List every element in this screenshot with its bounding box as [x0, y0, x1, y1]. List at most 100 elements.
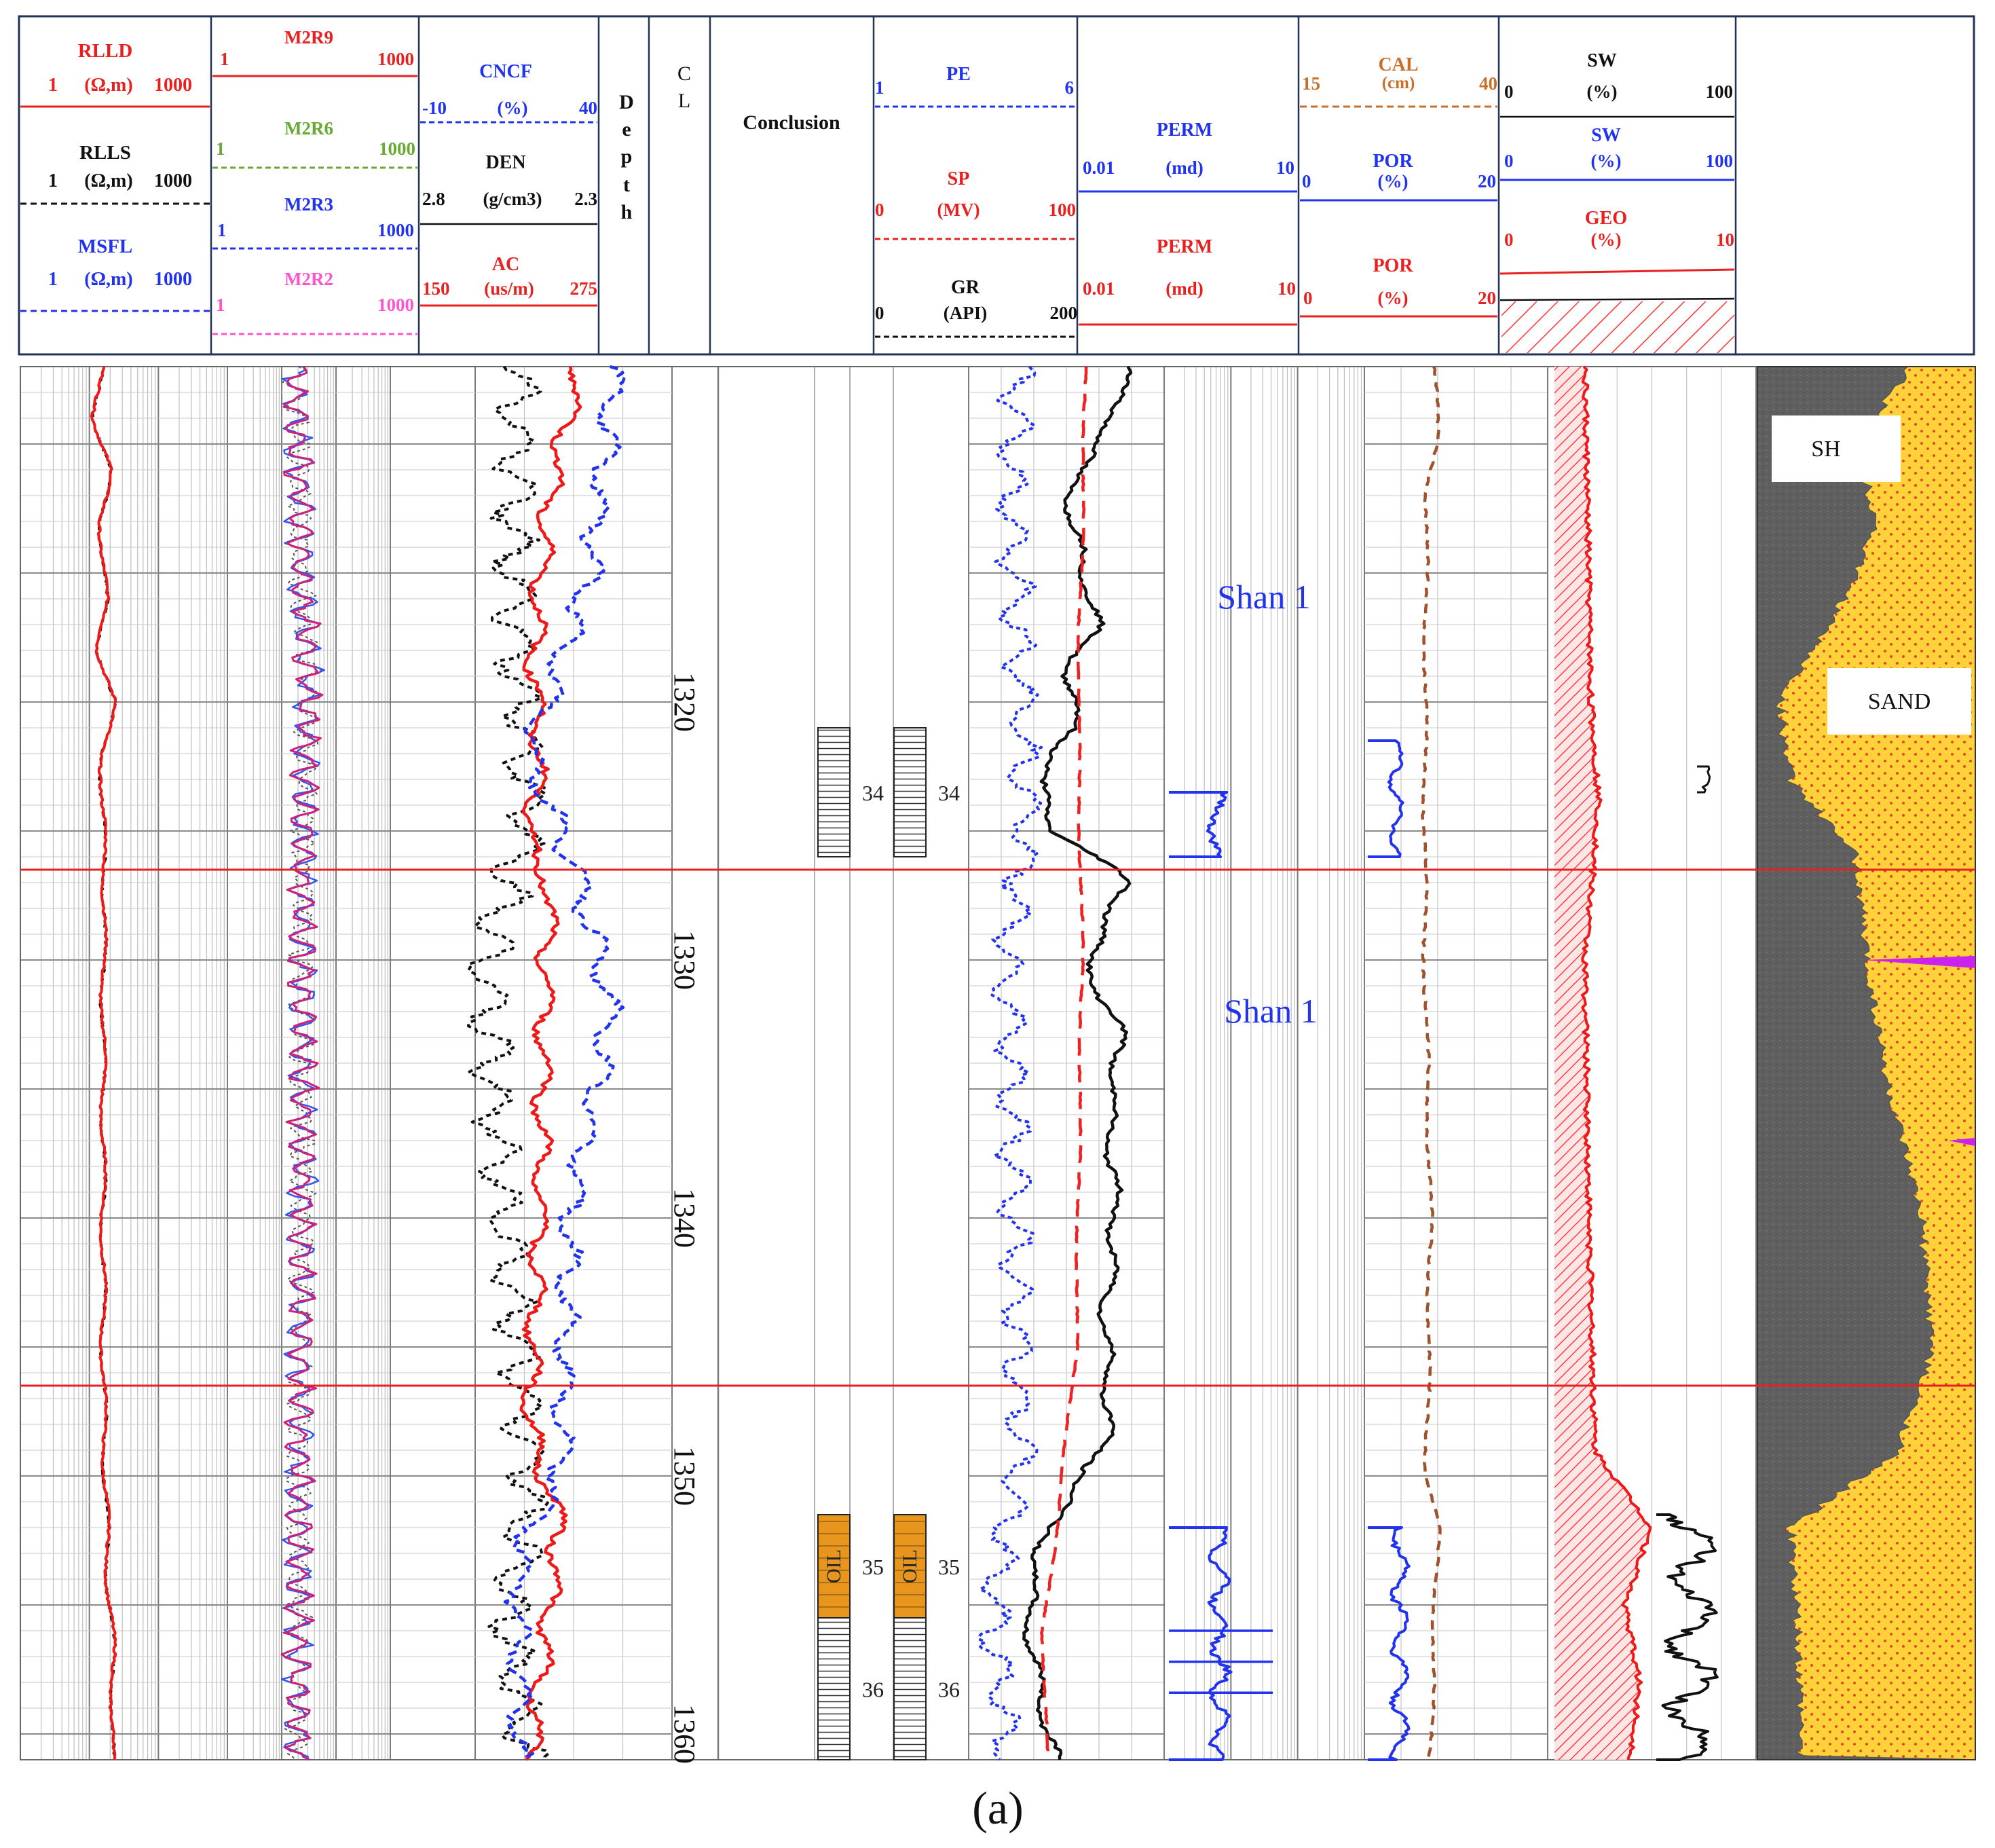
sp-curve	[1040, 366, 1088, 1760]
layer-box	[817, 1514, 851, 1619]
layer-box	[817, 727, 851, 857]
perm1-hi: 10	[1276, 158, 1294, 178]
sp-name: SP	[948, 168, 970, 189]
depth-letter: e	[622, 118, 631, 141]
layer-number: 35	[938, 1555, 960, 1579]
oil-symbol: OIL	[823, 1549, 845, 1583]
den-name: DEN	[485, 152, 525, 173]
oil-symbol: OIL	[899, 1549, 921, 1583]
cal-curve	[1421, 366, 1442, 1760]
track-fills	[1554, 366, 1976, 1760]
geo-hatch-legend	[1502, 301, 1734, 353]
cncf-name: CNCF	[479, 61, 532, 82]
layer-box	[817, 1617, 851, 1760]
header-porosity: CNCF -10 (%) 40 DEN 2.8 (g/cm3) 2.3 AC 1…	[420, 61, 598, 307]
m2r2-lo: 1	[216, 295, 225, 315]
depth-axis: 1320 1330 1340 1350 1360	[668, 672, 701, 1764]
perm2-unit: (md)	[1166, 278, 1204, 299]
perm-curve-35-36	[1169, 1526, 1233, 1761]
layer-number: 34	[862, 781, 884, 805]
perm1-unit: (md)	[1166, 158, 1204, 178]
por1-lo: 0	[1302, 171, 1311, 191]
por2-lo: 0	[1303, 288, 1313, 308]
m2r9-lo: 1	[220, 49, 229, 69]
gr-hi: 200	[1050, 303, 1078, 323]
sw2-unit: (%)	[1591, 151, 1622, 171]
depth-tick-label: 1360	[668, 1704, 701, 1764]
sw1-hi: 100	[1706, 81, 1734, 102]
sw-curve	[1581, 365, 1652, 1760]
geo-hi: 10	[1716, 229, 1734, 250]
den-hi: 2.3	[574, 189, 597, 209]
geo-lo: 0	[1504, 229, 1514, 250]
rlld-lo: 1	[48, 75, 58, 96]
ac-curve	[519, 366, 582, 1761]
por1-hi: 20	[1478, 171, 1496, 191]
m2r3-lo: 1	[217, 220, 227, 240]
header-permeability: PERM 0.01 (md) 10 PERM 0.01 (md) 10	[1079, 119, 1297, 326]
header-lithology: PE 1 6 SP 0 (MV) 100 GR 0 (API) 200	[875, 64, 1078, 338]
m2r9-name: M2R9	[284, 27, 333, 48]
depth-tick-label: 1320	[668, 672, 701, 732]
depth-letter: p	[621, 145, 633, 168]
depth-letter: D	[619, 91, 634, 113]
m2r6-name: M2R6	[284, 118, 333, 138]
ac-hi: 275	[570, 278, 598, 299]
pe-curve	[977, 365, 1043, 1761]
sw1-lo: 0	[1504, 81, 1514, 102]
sand-label-box	[1827, 668, 1971, 735]
gr-unit: (API)	[944, 303, 987, 323]
layer-number: 36	[862, 1678, 884, 1702]
sp-lo: 0	[875, 200, 884, 220]
depth-letter: t	[623, 174, 630, 196]
conclusion-title: Conclusion	[743, 111, 840, 134]
msfl-name: MSFL	[78, 236, 133, 257]
ac-unit: (us/m)	[484, 278, 534, 299]
header-m2r: M2R9 1 1000 M2R6 1 1000 M2R3 1 1000 M2R2…	[212, 27, 417, 335]
litho-column-frame	[1757, 366, 1976, 1760]
sw2-name: SW	[1591, 125, 1621, 146]
layer-box	[893, 1514, 927, 1619]
m2r6-curve	[282, 366, 323, 1760]
layer-number: 36	[938, 1678, 960, 1702]
geo-hatch-fill	[1554, 367, 1651, 1760]
litho-label-group: SH SAND	[1772, 415, 1971, 735]
perm-curve-34	[1169, 791, 1229, 858]
msfl-hi: 1000	[154, 269, 192, 290]
header-frame	[18, 15, 1975, 356]
ac-lo: 150	[422, 278, 450, 299]
cncf-hi: 40	[579, 98, 597, 118]
den-curve	[467, 365, 550, 1761]
rlld-name: RLLD	[78, 40, 133, 62]
cl-letter: L	[678, 90, 690, 112]
msfl-lo: 1	[48, 269, 58, 290]
den-unit: (g/cm3)	[483, 189, 542, 209]
cncf-curve	[503, 365, 626, 1761]
pe-hi: 6	[1065, 77, 1075, 98]
m2r3-curve	[281, 366, 325, 1760]
m2r3-hi: 1000	[377, 220, 414, 240]
rlls-lo: 1	[48, 170, 58, 191]
sw1-name: SW	[1587, 50, 1617, 71]
m2r3-name: M2R3	[284, 194, 333, 215]
por2-name: POR	[1373, 255, 1413, 276]
gr-name: GR	[951, 277, 980, 298]
perm2-name: PERM	[1157, 236, 1212, 257]
layer-number: 34	[938, 781, 960, 805]
sh-label: SH	[1811, 437, 1840, 462]
sw2-hi: 100	[1706, 151, 1734, 171]
depth-tick-label: 1330	[668, 930, 701, 990]
sp-unit: (MV)	[937, 200, 980, 220]
cal-unit: (cm)	[1382, 74, 1415, 92]
gr-curve	[1022, 365, 1133, 1760]
ac-name: AC	[492, 254, 519, 275]
sw-block-curve	[1656, 1513, 1719, 1761]
m2r2-name: M2R2	[284, 269, 333, 289]
geo-name: GEO	[1585, 208, 1627, 229]
sp-hi: 100	[1049, 200, 1077, 220]
formation-label-2: Shan 1	[1224, 992, 1318, 1030]
sw-spike-curve	[1697, 765, 1711, 794]
por-curve-35-36	[1368, 1526, 1411, 1761]
gr-lo: 0	[875, 303, 884, 323]
rlls-name: RLLS	[79, 142, 131, 164]
